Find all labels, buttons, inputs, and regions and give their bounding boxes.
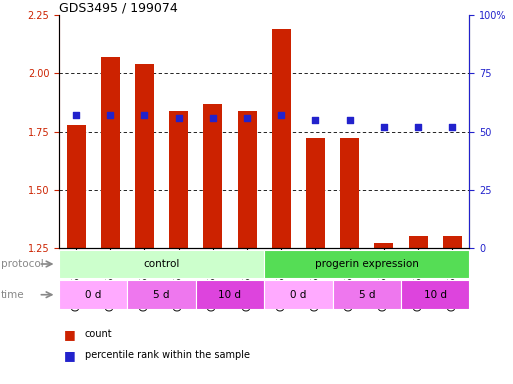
- Point: [174, 114, 183, 121]
- Text: control: control: [144, 259, 180, 269]
- Point: [346, 117, 354, 123]
- Point: [141, 112, 149, 118]
- Text: time: time: [1, 290, 24, 300]
- Point: [380, 124, 388, 130]
- Text: GDS3495 / 199074: GDS3495 / 199074: [59, 1, 177, 14]
- Point: [277, 112, 285, 118]
- Bar: [332, 280, 401, 309]
- Bar: [409, 236, 427, 248]
- Bar: [264, 280, 332, 309]
- Point: [72, 112, 80, 118]
- Text: protocol: protocol: [1, 259, 43, 269]
- Point: [448, 124, 457, 130]
- Bar: [374, 243, 393, 248]
- Text: 10 d: 10 d: [219, 290, 242, 300]
- Point: [106, 112, 114, 118]
- Bar: [272, 29, 291, 248]
- Bar: [169, 111, 188, 248]
- Point: [414, 124, 422, 130]
- Text: 5 d: 5 d: [153, 290, 170, 300]
- Bar: [196, 280, 264, 309]
- Bar: [264, 250, 469, 278]
- Point: [209, 114, 217, 121]
- Bar: [67, 124, 86, 248]
- Text: ■: ■: [64, 328, 76, 341]
- Bar: [306, 139, 325, 248]
- Bar: [59, 280, 127, 309]
- Bar: [101, 57, 120, 248]
- Bar: [238, 111, 256, 248]
- Point: [243, 114, 251, 121]
- Text: 10 d: 10 d: [424, 290, 447, 300]
- Bar: [135, 64, 154, 248]
- Bar: [204, 104, 222, 248]
- Bar: [401, 280, 469, 309]
- Bar: [59, 250, 264, 278]
- Text: progerin expression: progerin expression: [315, 259, 419, 269]
- Text: ■: ■: [64, 349, 76, 362]
- Text: 0 d: 0 d: [290, 290, 307, 300]
- Bar: [443, 236, 462, 248]
- Text: percentile rank within the sample: percentile rank within the sample: [85, 350, 250, 360]
- Text: 5 d: 5 d: [359, 290, 375, 300]
- Bar: [340, 139, 359, 248]
- Bar: [127, 280, 196, 309]
- Text: 0 d: 0 d: [85, 290, 102, 300]
- Point: [311, 117, 320, 123]
- Text: count: count: [85, 329, 112, 339]
